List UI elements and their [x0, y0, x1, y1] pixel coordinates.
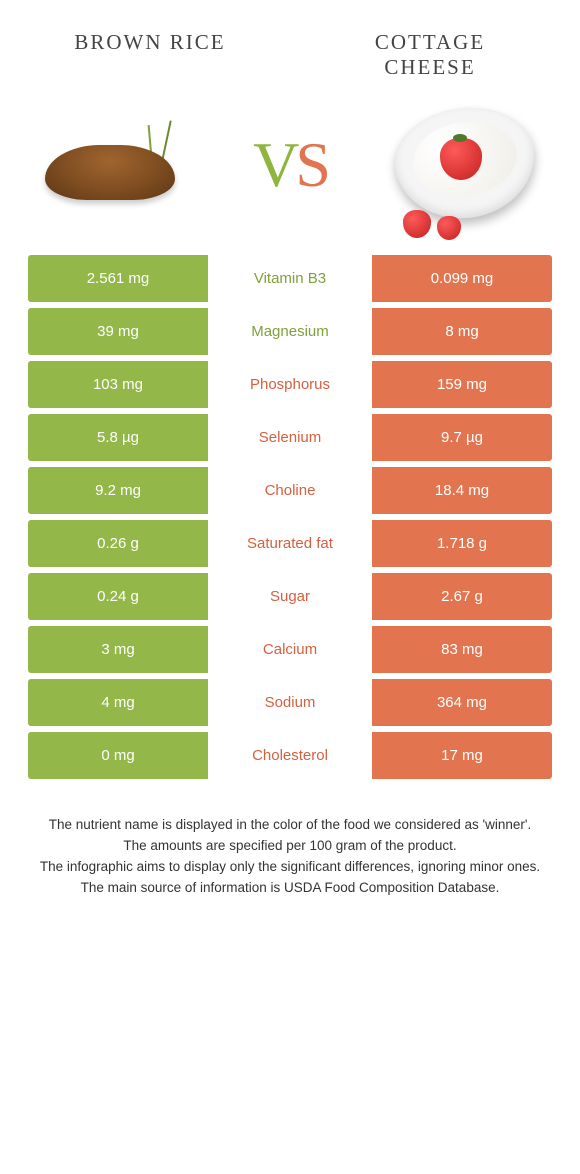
vs-s: S: [295, 129, 327, 200]
right-value-cell: 17 mg: [372, 732, 552, 779]
nutrient-label: Selenium: [208, 414, 372, 461]
nutrient-label: Vitamin B3: [208, 255, 372, 302]
left-value-cell: 0.24 g: [28, 573, 208, 620]
left-value-cell: 103 mg: [28, 361, 208, 408]
nutrient-label: Calcium: [208, 626, 372, 673]
table-row: 103 mgPhosphorus159 mg: [28, 361, 552, 408]
table-row: 4 mgSodium364 mg: [28, 679, 552, 726]
footnotes: The nutrient name is displayed in the co…: [0, 785, 580, 899]
right-value-cell: 159 mg: [372, 361, 552, 408]
left-value-cell: 9.2 mg: [28, 467, 208, 514]
left-value-cell: 5.8 µg: [28, 414, 208, 461]
left-food-title: Brown rice: [50, 30, 250, 80]
vs-label: VS: [253, 133, 327, 197]
right-value-cell: 1.718 g: [372, 520, 552, 567]
table-row: 5.8 µgSelenium9.7 µg: [28, 414, 552, 461]
footnote-line: The infographic aims to display only the…: [30, 857, 550, 878]
table-row: 3 mgCalcium83 mg: [28, 626, 552, 673]
header-titles: Brown rice cottage cheese: [0, 0, 580, 90]
left-value-cell: 3 mg: [28, 626, 208, 673]
right-food-title: cottage cheese: [330, 30, 530, 80]
left-value-cell: 39 mg: [28, 308, 208, 355]
left-value-cell: 0 mg: [28, 732, 208, 779]
footnote-line: The amounts are specified per 100 gram o…: [30, 836, 550, 857]
right-value-cell: 2.67 g: [372, 573, 552, 620]
table-row: 0.24 gSugar2.67 g: [28, 573, 552, 620]
right-value-cell: 9.7 µg: [372, 414, 552, 461]
table-row: 0.26 gSaturated fat1.718 g: [28, 520, 552, 567]
vs-v: V: [253, 129, 295, 200]
right-value-cell: 18.4 mg: [372, 467, 552, 514]
table-row: 9.2 mgCholine18.4 mg: [28, 467, 552, 514]
nutrient-label: Sodium: [208, 679, 372, 726]
nutrient-label: Sugar: [208, 573, 372, 620]
right-value-cell: 83 mg: [372, 626, 552, 673]
footnote-line: The nutrient name is displayed in the co…: [30, 815, 550, 836]
footnote-line: The main source of information is USDA F…: [30, 878, 550, 899]
right-value-cell: 364 mg: [372, 679, 552, 726]
left-value-cell: 2.561 mg: [28, 255, 208, 302]
table-row: 2.561 mgVitamin B30.099 mg: [28, 255, 552, 302]
right-value-cell: 8 mg: [372, 308, 552, 355]
nutrient-label: Saturated fat: [208, 520, 372, 567]
hero-row: VS: [0, 90, 580, 255]
nutrient-label: Magnesium: [208, 308, 372, 355]
nutrient-label: Phosphorus: [208, 361, 372, 408]
nutrient-label: Cholesterol: [208, 732, 372, 779]
table-row: 0 mgCholesterol17 mg: [28, 732, 552, 779]
table-row: 39 mgMagnesium8 mg: [28, 308, 552, 355]
left-value-cell: 0.26 g: [28, 520, 208, 567]
nutrient-label: Choline: [208, 467, 372, 514]
cottage-cheese-illustration: [380, 95, 550, 235]
right-value-cell: 0.099 mg: [372, 255, 552, 302]
comparison-table: 2.561 mgVitamin B30.099 mg 39 mgMagnesium…: [0, 255, 580, 779]
left-value-cell: 4 mg: [28, 679, 208, 726]
brown-rice-illustration: [30, 95, 200, 235]
